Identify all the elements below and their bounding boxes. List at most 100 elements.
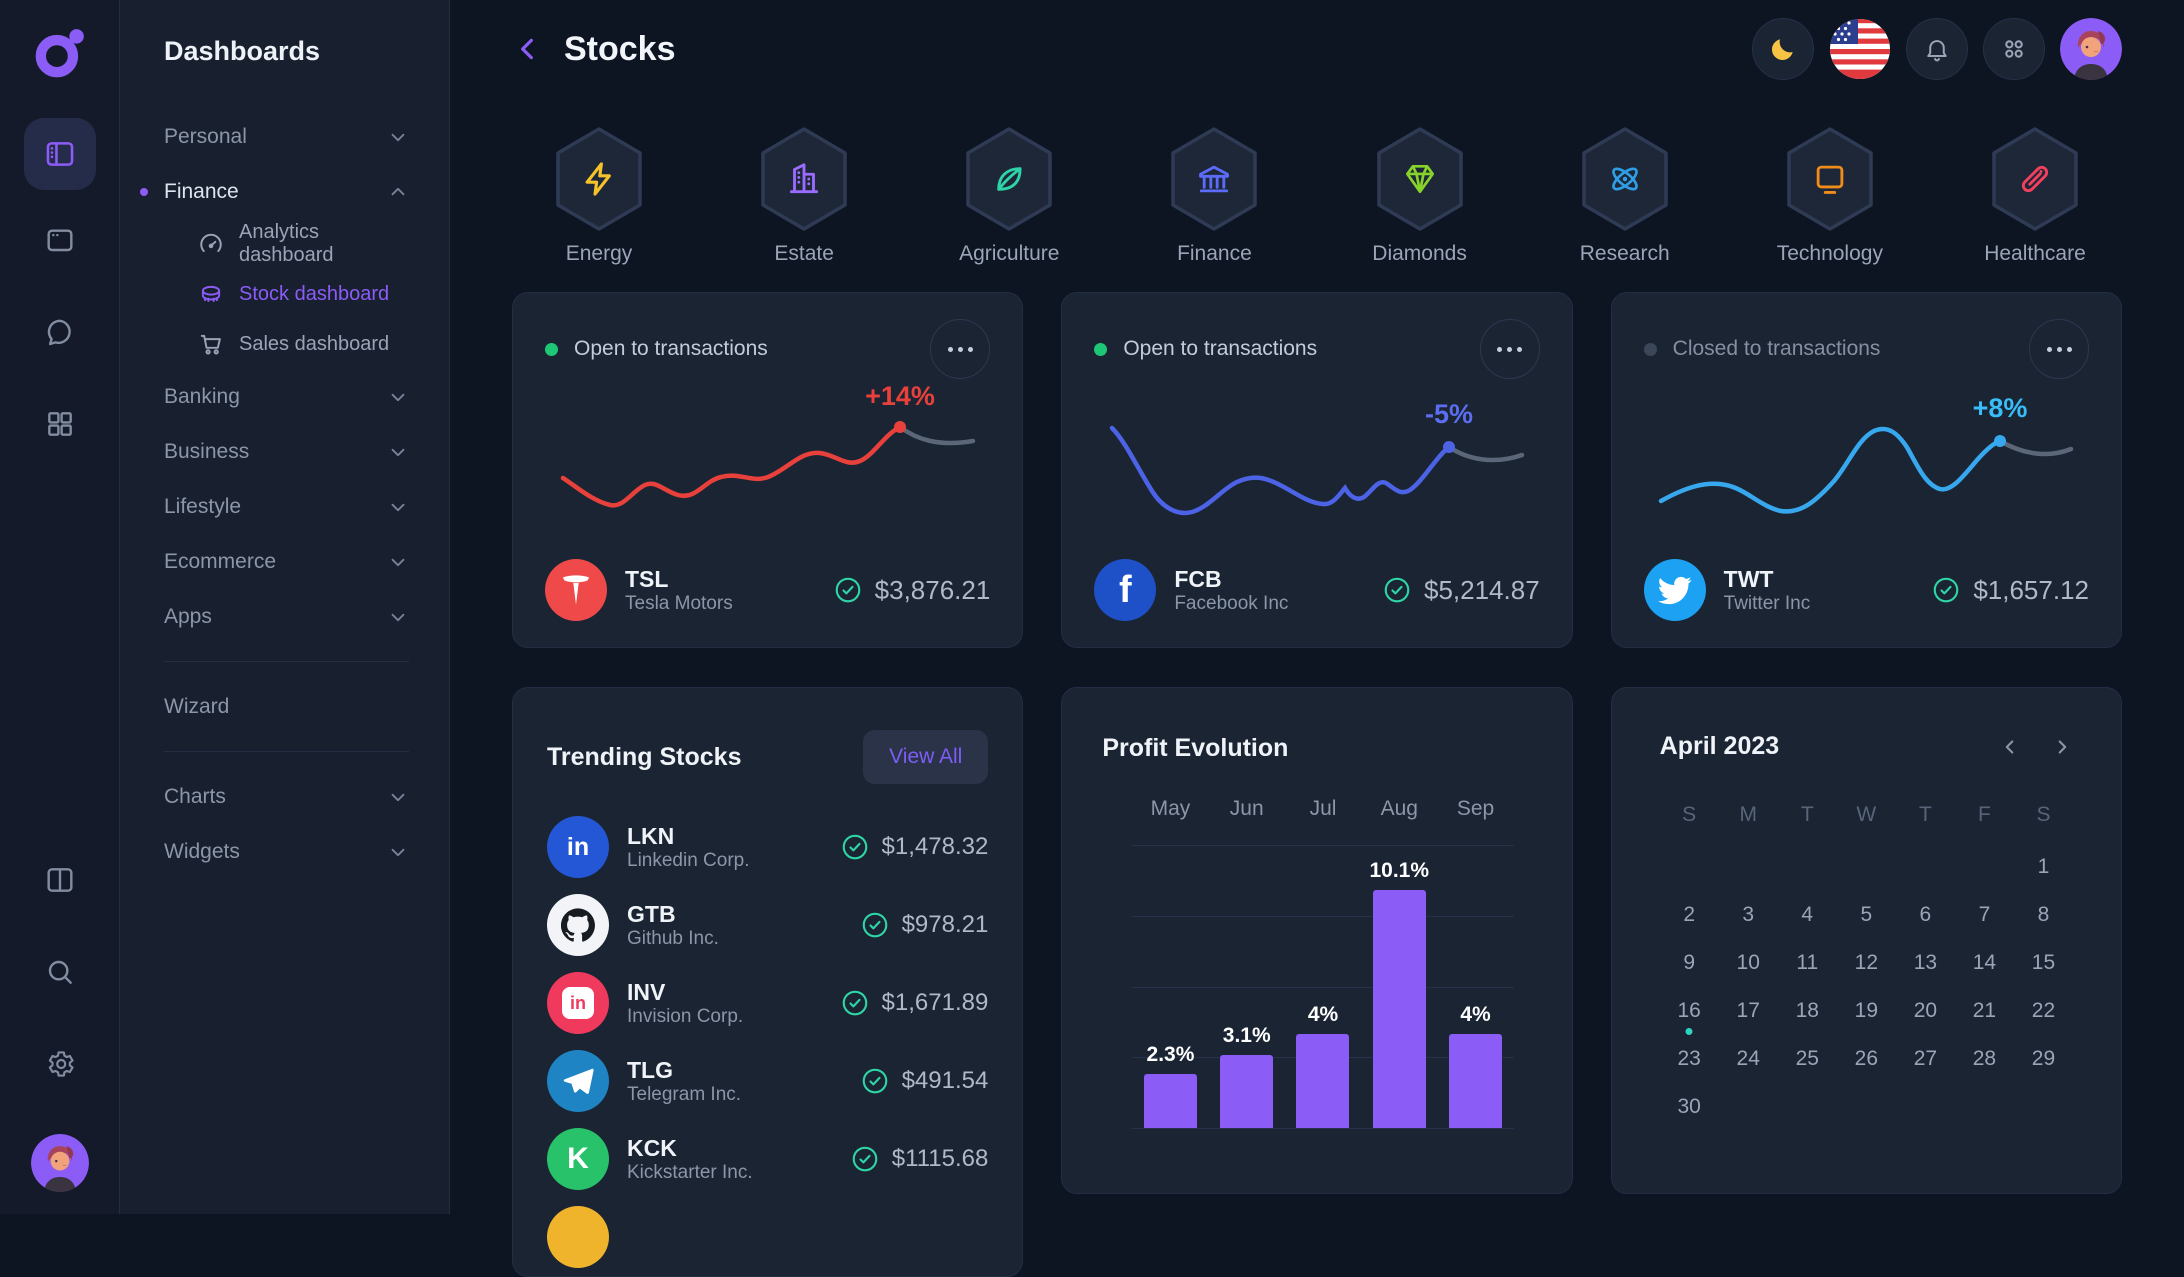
calendar-day-5[interactable]: 5 [1860,903,1873,926]
calendar-day-29[interactable]: 29 [2031,1047,2056,1070]
calendar-day-3[interactable]: 3 [1742,903,1755,926]
calendar-day-14[interactable]: 14 [1972,951,1997,974]
trending-row-partial[interactable] [547,1198,988,1276]
profit-evolution-card: Profit Evolution May Jun Jul Aug Sep 2.3% 3.… [1061,687,1573,1194]
calendar-day-10[interactable]: 10 [1736,951,1760,974]
category-healthcare[interactable]: Healthcare [1976,124,2094,266]
calendar-day-22[interactable]: 22 [2031,999,2056,1022]
bar-sep[interactable]: 4% [1437,845,1513,1128]
trending-row-tlg[interactable]: TLG Telegram Inc. $491.54 [547,1042,988,1120]
view-all-button[interactable]: View All [863,730,989,784]
profile-avatar[interactable] [2060,18,2122,80]
sidebar-item-ecommerce[interactable]: Ecommerce [164,534,409,589]
category-row: Energy Estate Agriculture Finance Diamon… [512,124,2122,266]
gear-icon[interactable] [44,1048,76,1080]
calendar-day-2[interactable]: 2 [1683,903,1696,926]
sidebar-item-widgets[interactable]: Widgets [164,824,409,879]
rail-avatar[interactable] [30,1134,89,1192]
category-agriculture[interactable]: Agriculture [950,124,1068,266]
calendar-day-19[interactable]: 19 [1854,999,1878,1022]
stock-cards-row: Open to transactions +14% TSL Tesla Motor… [512,292,2122,648]
more-options-button[interactable] [930,319,991,379]
sidebar-subitem-analytics-dashboard[interactable]: Analytics dashboard [164,219,409,269]
more-options-button[interactable] [2029,319,2089,379]
category-finance[interactable]: Finance [1155,124,1273,266]
sidebar-subitem-sales-dashboard[interactable]: Sales dashboard [164,319,409,369]
ticker: KCK [627,1134,677,1161]
columns-icon[interactable] [44,864,76,896]
calendar-day-8[interactable]: 8 [2037,903,2050,926]
calendar-day-1[interactable]: 1 [2037,855,2050,878]
theme-toggle-button[interactable] [1752,18,1814,80]
calendar-day-30[interactable]: 30 [1677,1095,1701,1118]
calendar-day-23[interactable]: 23 [1677,1047,1701,1070]
chevron-down-icon [391,448,405,456]
calendar-day-6[interactable]: 6 [1919,903,1932,926]
calendar-day-24[interactable]: 24 [1736,1047,1760,1070]
category-energy[interactable]: Energy [540,124,658,266]
sparkline-chart: +8% [1644,381,2089,557]
trending-row-lkn[interactable]: in LKN Linkedin Corp. $1,478.32 [547,808,988,886]
trending-row-gtb[interactable]: GTB Github Inc. $978.21 [547,886,988,964]
calendar-day-16[interactable]: 16 [1660,987,1719,1035]
chat-icon[interactable] [44,316,76,348]
calendar-day-25[interactable]: 25 [1795,1047,1819,1070]
sidebar-item-finance[interactable]: Finance [140,164,409,219]
sidebar-item-wizard[interactable]: Wizard [164,694,230,718]
sidebar-item-charts[interactable]: Charts [164,769,409,824]
bar-may[interactable]: 2.3% [1132,845,1208,1128]
sidebar-subitem-stock-dashboard[interactable]: Stock dashboard [164,269,409,319]
category-estate[interactable]: Estate [745,124,863,266]
calendar-day-15[interactable]: 15 [2031,951,2056,974]
sidebar-item-lifestyle[interactable]: Lifestyle [164,479,409,534]
calendar-day-27[interactable]: 27 [1913,1047,1938,1070]
calendar-prev-icon[interactable] [1999,736,2021,758]
calendar-day-26[interactable]: 26 [1854,1047,1878,1070]
sidebar-item-business[interactable]: Business [164,424,409,479]
calendar-day-11[interactable]: 11 [1796,951,1819,974]
window-icon[interactable] [44,224,76,256]
bar-jul[interactable]: 4% [1285,845,1361,1128]
calendar-day-empty [1837,843,1896,891]
x-tick-label: May [1150,797,1191,820]
calendar-day-20[interactable]: 20 [1913,999,1938,1022]
calendar-day-4[interactable]: 4 [1801,903,1814,926]
calendar-day-18[interactable]: 18 [1795,999,1819,1022]
sidebar-item-personal[interactable]: Personal [164,109,409,164]
trending-row-kck[interactable]: K KCK Kickstarter Inc. $1115.68 [547,1120,988,1198]
check-circle-icon [1384,577,1410,603]
grid-icon[interactable] [44,408,76,440]
calendar-day-28[interactable]: 28 [1972,1047,1997,1070]
category-technology[interactable]: Technology [1771,124,1889,266]
apps-button[interactable] [1983,18,2045,80]
bar-jun[interactable]: 3.1% [1209,845,1285,1128]
ticker: TLG [627,1056,673,1083]
rail-item-dashboard[interactable] [23,118,96,190]
calendar-title: April 2023 [1659,732,1780,760]
weekday-label: S [2036,803,2051,826]
notifications-button[interactable] [1906,18,1968,80]
trending-row-inv[interactable]: in INV Invision Corp. $1,671.89 [547,964,988,1042]
category-diamonds[interactable]: Diamonds [1361,124,1479,266]
calendar-day-13[interactable]: 13 [1913,951,1938,974]
category-research[interactable]: Research [1566,124,1684,266]
weekday-label: T [1800,803,1814,826]
calendar-day-21[interactable]: 21 [1972,999,1997,1022]
calendar-day-9[interactable]: 9 [1683,951,1696,974]
atom-icon [1575,124,1675,234]
calendar-day-7[interactable]: 7 [1978,903,1991,926]
status-text: Closed to transactions [1672,337,1881,360]
calendar-day-12[interactable]: 12 [1854,951,1878,974]
back-button-icon[interactable] [512,33,544,65]
language-button[interactable] [1829,18,1891,80]
more-options-button[interactable] [1479,319,1540,379]
chevron-down-icon [391,393,405,401]
layout-icon [46,142,73,166]
search-icon[interactable] [44,956,76,988]
sidebar-item-banking[interactable]: Banking [164,369,409,424]
app-logo-icon[interactable] [31,24,89,82]
calendar-next-icon[interactable] [2051,736,2073,758]
bar-aug[interactable]: 10.1% [1361,845,1437,1128]
sidebar-item-apps[interactable]: Apps [164,589,409,644]
calendar-day-17[interactable]: 17 [1736,999,1760,1022]
